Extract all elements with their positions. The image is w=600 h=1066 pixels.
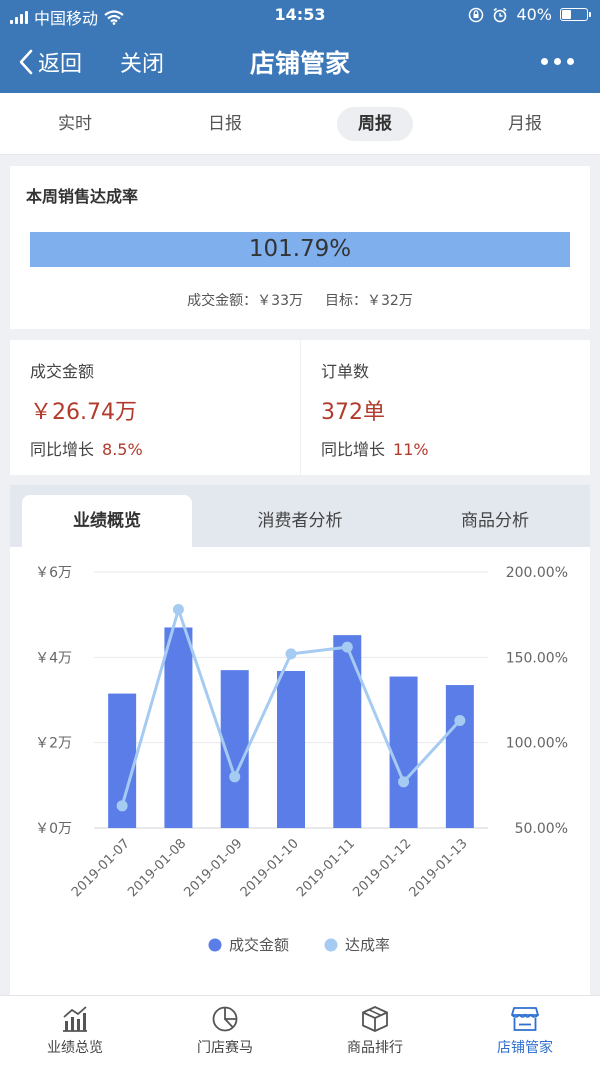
carrier-name: 中国移动 (34, 9, 99, 28)
line-point (341, 641, 353, 653)
bar-trend-icon (63, 1006, 87, 1032)
line-point (172, 604, 184, 616)
tabbar-store-race-label: 门店赛马 (197, 1040, 253, 1056)
status-right: 40% (468, 5, 591, 24)
line-point (116, 800, 128, 812)
legend-marker (324, 938, 338, 952)
battery-icon (560, 8, 591, 21)
orders-value: 372单 (321, 400, 385, 425)
back-button[interactable]: 返回 (18, 46, 82, 78)
tab-weekly[interactable]: 周报 (337, 107, 413, 141)
line-point (229, 771, 241, 783)
tabbar-store-manager-label: 店铺管家 (497, 1040, 553, 1056)
page-title: 店铺管家 (249, 49, 350, 78)
back-label: 返回 (38, 52, 83, 77)
x-tick-label: 2019-01-09 (182, 836, 246, 900)
x-tick-label: 2019-01-12 (350, 836, 414, 900)
performance-chart: ￥0万 ￥2万 ￥4万 ￥6万 50.00% 100.00% 150.00% 200.00% 2… (35, 565, 568, 954)
signal-icon (10, 10, 28, 24)
status-bar: 中国移动 14:53 40% (0, 0, 600, 30)
legend-label: 达成率 (345, 936, 390, 954)
analysis-card: 业绩概览 消费者分析 商品分析 ￥0万 ￥2万 ￥4万 ￥6万 50.00% 100.00… (10, 485, 590, 995)
pie-chart-icon (212, 1006, 238, 1032)
tab-performance-overview[interactable]: 业绩概览 (22, 495, 192, 547)
sales-rate-card: 本周销售达成率 101.79% 成交金额：￥33万 目标：￥32万 (10, 166, 590, 329)
amount-value: ￥26.74万 (30, 400, 137, 425)
x-tick-label: 2019-01-07 (69, 836, 133, 900)
tab-monthly[interactable]: 月报 (508, 114, 542, 134)
y-right-tick-label: 200.00% (506, 565, 568, 581)
amount-stat-card: 成交金额 ￥26.74万 同比增长 8.5% (10, 340, 300, 475)
tabbar-performance-overview[interactable]: 业绩总览 (0, 996, 150, 1066)
x-tick-label: 2019-01-13 (407, 836, 471, 900)
tab-realtime[interactable]: 实时 (58, 114, 92, 134)
tab-product-analysis[interactable]: 商品分析 (461, 511, 529, 531)
progress-fill (30, 232, 570, 267)
tab-consumer-analysis[interactable]: 消费者分析 (257, 511, 343, 531)
sales-rate-percent: 101.79% (248, 236, 352, 262)
amount-label: 成交金额 (30, 362, 95, 381)
line-point (454, 714, 466, 726)
sales-amount-text: 成交金额：￥33万 (187, 293, 303, 309)
orders-label: 订单数 (321, 362, 370, 381)
y-right-tick-label: 100.00% (506, 736, 568, 752)
amount-growth-value: 8.5% (102, 440, 143, 459)
tabbar-product-ranking-label: 商品排行 (347, 1040, 403, 1056)
bar (277, 670, 305, 828)
orientation-lock-icon (469, 7, 484, 22)
close-button[interactable]: 关闭 (120, 52, 165, 77)
y-left-tick-label: ￥2万 (35, 736, 72, 752)
orders-growth: 同比增长 11% (321, 436, 429, 460)
legend-marker (208, 938, 222, 952)
bar (445, 685, 474, 828)
y-left-tick-label: ￥0万 (35, 821, 72, 837)
y-right-tick-label: 150.00% (506, 650, 568, 666)
store-icon (511, 1007, 539, 1031)
more-options-button[interactable] (541, 58, 574, 65)
period-tabs: 实时 日报 周报 月报 (0, 93, 600, 155)
y-right-tick-label: 50.00% (515, 821, 568, 837)
x-tick-label: 2019-01-08 (125, 836, 189, 900)
amount-growth: 同比增长 8.5% (30, 436, 143, 460)
more-dot (554, 58, 561, 65)
sales-rate-progress: 101.79% (30, 232, 570, 267)
y-left-tick-label: ￥4万 (35, 650, 72, 666)
tabbar-store-race[interactable]: 门店赛马 (150, 996, 300, 1066)
orders-growth-value: 11% (393, 440, 429, 459)
battery-percent: 40% (516, 5, 552, 24)
line-point (285, 648, 297, 660)
bar (389, 676, 418, 828)
alarm-icon (493, 7, 507, 22)
more-dots-icon (541, 58, 548, 65)
orders-stat-card: 订单数 372单 同比增长 11% (301, 340, 590, 475)
y-left-tick-label: ￥6万 (35, 565, 72, 581)
tabbar-product-ranking[interactable]: 商品排行 (300, 996, 450, 1066)
box-icon (362, 1006, 388, 1032)
more-dot (567, 58, 574, 65)
sales-target-text: 目标：￥32万 (325, 293, 413, 309)
x-tick-label: 2019-01-11 (294, 836, 358, 900)
bottom-tab-bar: 业绩总览 门店赛马 商品排行 店铺管家 (0, 995, 600, 1066)
status-left: 中国移动 (10, 5, 124, 29)
chevron-left-icon (19, 49, 33, 75)
tabbar-store-manager[interactable]: 店铺管家 (450, 996, 600, 1066)
status-time: 14:53 (274, 5, 326, 24)
bar (164, 627, 193, 828)
wifi-icon (104, 9, 124, 25)
sales-rate-meta: 成交金额：￥33万 目标：￥32万 (10, 290, 590, 310)
sales-rate-title: 本周销售达成率 (26, 187, 139, 206)
nav-bar: 返回 关闭 店铺管家 (0, 30, 600, 93)
tabbar-performance-label: 业绩总览 (47, 1040, 103, 1056)
analysis-tabs: 业绩概览 消费者分析 商品分析 (10, 485, 590, 547)
amount-growth-label: 同比增长 (30, 440, 95, 459)
bar (333, 635, 362, 828)
x-tick-label: 2019-01-10 (238, 836, 302, 900)
legend-label: 成交金额 (229, 936, 289, 954)
line-point (398, 776, 410, 788)
tab-daily[interactable]: 日报 (208, 114, 242, 134)
orders-growth-label: 同比增长 (321, 440, 386, 459)
